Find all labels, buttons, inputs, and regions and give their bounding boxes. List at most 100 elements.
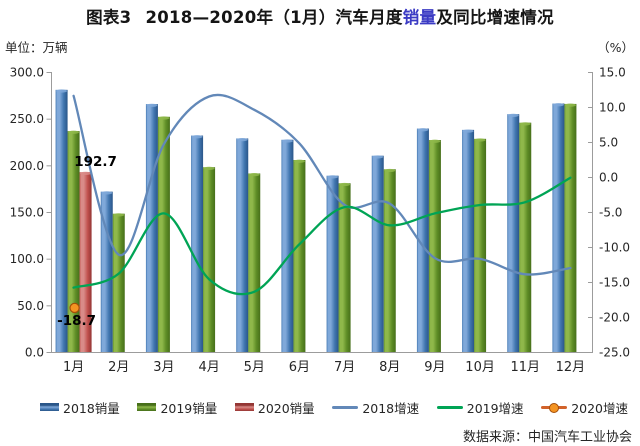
bar-2018销量-8月 bbox=[371, 155, 384, 352]
left-axis-tick-label: 100.0 bbox=[10, 252, 44, 266]
x-axis-category-label: 4月 bbox=[198, 360, 219, 375]
bar-top-cap bbox=[338, 182, 351, 187]
x-axis-category-label: 8月 bbox=[379, 360, 400, 375]
right-axis-tick-label: 0.0 bbox=[599, 171, 618, 185]
bar-top-cap bbox=[146, 103, 158, 107]
right-axis-tick-label: 10.0 bbox=[599, 101, 626, 115]
legend-label: 2020增速 bbox=[571, 400, 628, 416]
bar-top-cap bbox=[384, 168, 396, 173]
bar-top-cap bbox=[79, 171, 92, 175]
bar-top-cap bbox=[474, 138, 486, 142]
legend-item-2018销量: 2018销量 bbox=[40, 398, 120, 417]
right-axis-tick-label: 5.0 bbox=[599, 136, 618, 150]
bar-top-cap bbox=[372, 155, 384, 159]
legend-line-swatch bbox=[332, 405, 359, 409]
right-axis-tick-label: -5.0 bbox=[599, 206, 622, 220]
bar-2019销量-7月 bbox=[338, 183, 351, 352]
bar-2019销量-1月 bbox=[67, 131, 80, 352]
bar-2019销量-5月 bbox=[248, 173, 261, 352]
x-axis-category-label: 2月 bbox=[108, 360, 129, 375]
bar-2018销量-2月 bbox=[100, 191, 113, 352]
bar-2019销量-12月 bbox=[564, 103, 577, 352]
right-axis-unit-label: （%） bbox=[597, 40, 634, 55]
bar-top-cap bbox=[552, 103, 565, 107]
right-axis-tick-label: 15.0 bbox=[599, 66, 626, 80]
right-axis-tick-label: -15.0 bbox=[599, 276, 630, 290]
data-label-2020增速: -18.7 bbox=[57, 313, 96, 329]
title-highlight: 销量 bbox=[402, 8, 437, 27]
bar-2018销量-12月 bbox=[552, 103, 565, 353]
legend-label: 2019增速 bbox=[466, 400, 524, 416]
right-axis-tick-label: -20.0 bbox=[599, 311, 630, 325]
legend-label: 2018销量 bbox=[63, 400, 120, 416]
x-axis-category-label: 3月 bbox=[153, 360, 174, 375]
line-2019增速 bbox=[72, 176, 572, 296]
bar-top-cap bbox=[113, 213, 125, 217]
right-axis-tick-label: -25.0 bbox=[599, 346, 630, 360]
bar-2018销量-9月 bbox=[416, 128, 429, 352]
left-axis-tick-label: 250.0 bbox=[10, 112, 44, 126]
bar-2019销量-4月 bbox=[203, 167, 216, 352]
bar-top-cap bbox=[281, 139, 294, 143]
bar-top-cap bbox=[519, 122, 531, 126]
x-axis-category-label: 10月 bbox=[465, 360, 495, 375]
legend-bar-swatch bbox=[137, 403, 157, 411]
legend-label: 2019销量 bbox=[160, 400, 218, 416]
bar-top-cap bbox=[158, 116, 170, 120]
bar-2019销量-9月 bbox=[428, 140, 441, 352]
marker-2020增速-1月 bbox=[69, 302, 80, 314]
bar-2018销量-1月 bbox=[55, 89, 68, 353]
bar-2019销量-11月 bbox=[519, 122, 532, 353]
left-axis-tick-label: 200.0 bbox=[10, 159, 44, 173]
title-part1: 2018—2020年（1月）汽车月度 bbox=[145, 8, 403, 27]
bar-top-cap bbox=[462, 129, 474, 133]
page-title: 图表3 2018—2020年（1月）汽车月度销量及同比增速情况 bbox=[0, 4, 640, 28]
bar-top-cap bbox=[293, 159, 306, 163]
line-2018增速 bbox=[72, 93, 572, 276]
legend-item-2018增速: 2018增速 bbox=[332, 398, 419, 417]
legend-item-2019销量: 2019销量 bbox=[137, 398, 217, 417]
bar-2020销量-1月 bbox=[79, 172, 92, 352]
x-axis-category-label: 5月 bbox=[244, 360, 265, 375]
bar-2018销量-5月 bbox=[236, 138, 249, 352]
legend-item-2019增速: 2019增速 bbox=[436, 398, 524, 417]
x-axis-category-label: 9月 bbox=[424, 360, 445, 375]
x-axis-category-label: 1月 bbox=[63, 360, 84, 375]
bar-top-cap bbox=[417, 128, 429, 132]
bar-top-cap bbox=[248, 173, 260, 177]
bar-2019销量-3月 bbox=[157, 116, 170, 352]
legend-line-swatch bbox=[436, 405, 463, 409]
bar-2018销量-10月 bbox=[462, 129, 475, 352]
legend-line-marker-swatch bbox=[541, 402, 568, 413]
left-axis-tick-label: 50.0 bbox=[17, 299, 44, 313]
bar-2018销量-4月 bbox=[191, 135, 204, 352]
bar-top-cap bbox=[429, 139, 441, 143]
legend-label: 2018增速 bbox=[362, 400, 420, 416]
bar-top-cap bbox=[101, 191, 113, 195]
bar-2019销量-2月 bbox=[112, 213, 125, 352]
data-label-2020销量: 192.7 bbox=[74, 154, 117, 170]
bar-2019销量-10月 bbox=[474, 138, 487, 352]
bar-top-cap bbox=[203, 166, 215, 170]
bar-2018销量-6月 bbox=[281, 139, 294, 352]
left-axis-tick-label: 0.0 bbox=[25, 346, 44, 360]
legend-bar-swatch bbox=[40, 403, 59, 411]
legend: 2018销量 2019销量 2020销量 2018增速 2019增速 2020增速 bbox=[40, 397, 628, 417]
legend-label: 2020销量 bbox=[257, 400, 315, 416]
bar-2019销量-8月 bbox=[383, 169, 396, 352]
right-axis-tick-label: -10.0 bbox=[599, 241, 630, 255]
x-axis-category-label: 12月 bbox=[556, 360, 586, 375]
title-part2: 及同比增速情况 bbox=[436, 8, 554, 27]
bar-2019销量-6月 bbox=[293, 160, 306, 352]
data-source: 数据来源：中国汽车工业协会 bbox=[462, 430, 632, 445]
bar-top-cap bbox=[236, 138, 248, 142]
legend-bar-swatch bbox=[234, 403, 254, 411]
bar-top-cap bbox=[326, 175, 339, 179]
legend-marker-dot-icon bbox=[549, 402, 560, 413]
bar-top-cap bbox=[191, 135, 203, 139]
bar-2018销量-11月 bbox=[507, 114, 520, 352]
bar-2018销量-7月 bbox=[326, 175, 339, 352]
bar-top-cap bbox=[67, 130, 80, 134]
